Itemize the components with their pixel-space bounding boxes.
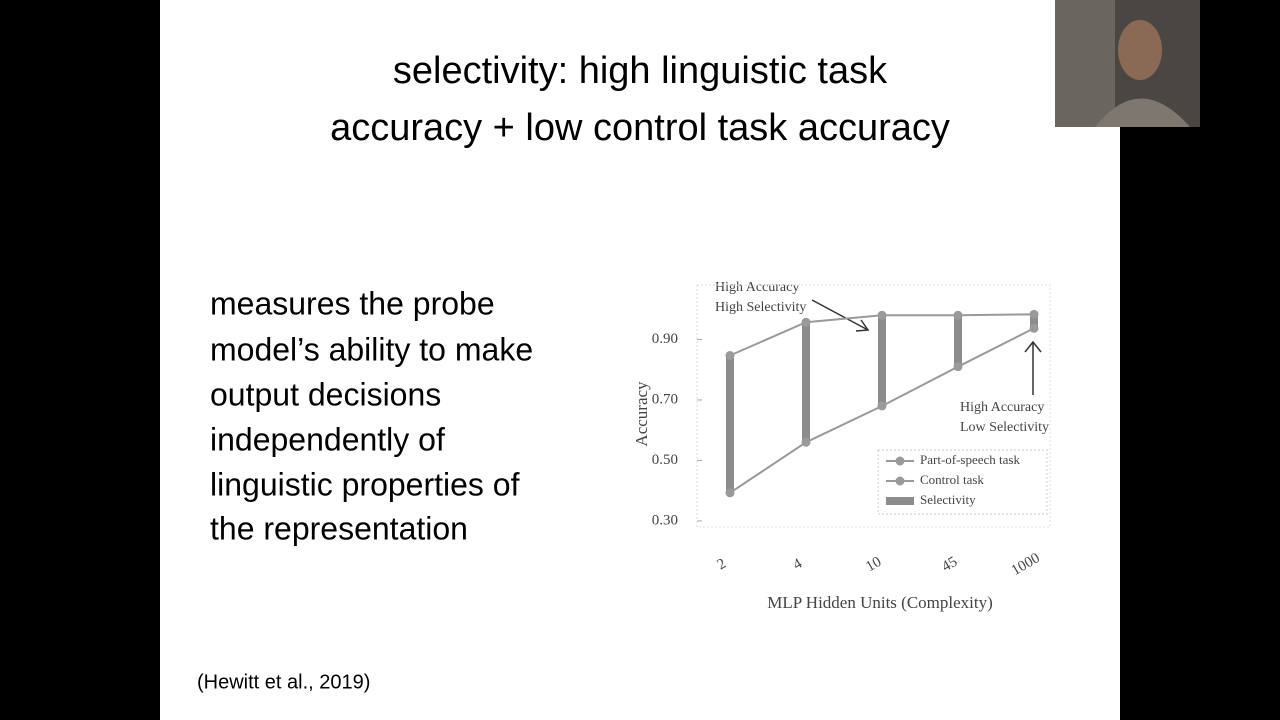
x-axis-label: MLP Hidden Units (Complexity) <box>767 593 993 612</box>
selectivity-bar <box>802 322 810 443</box>
legend-marker <box>895 476 905 486</box>
citation: (Hewitt et al., 2019) <box>197 671 370 693</box>
x-tick-label: 45 <box>939 554 960 575</box>
legend-label: Selectivity <box>920 492 976 507</box>
body-text: model’s ability to make <box>210 331 533 367</box>
annotation-arrows <box>811 299 1042 395</box>
body-text: measures the probe <box>210 285 495 321</box>
selectivity-bar <box>1030 314 1038 329</box>
body-text: independently of <box>210 421 445 457</box>
selectivity-bar <box>726 355 734 493</box>
slide-title: accuracy + low control task accuracy <box>330 107 950 149</box>
point <box>877 401 887 411</box>
annotation: High Selectivity <box>715 300 806 315</box>
y-tick-label: 0.90 <box>652 331 678 347</box>
y-tick-label: 0.50 <box>652 452 678 468</box>
legend-marker <box>895 456 905 466</box>
plot-frame <box>696 284 1051 528</box>
y-tick-label: 0.70 <box>652 391 678 407</box>
point <box>953 310 963 320</box>
legend-swatch <box>886 497 914 505</box>
body-text: output decisions <box>210 376 441 412</box>
y-axis-label: Accuracy <box>632 381 651 447</box>
body-text: linguistic properties of <box>210 466 520 502</box>
point <box>1029 309 1039 319</box>
x-tick-label: 10 <box>863 554 884 575</box>
point <box>725 350 735 360</box>
point <box>1029 323 1039 333</box>
y-tick-label: 0.30 <box>652 512 678 528</box>
point <box>801 437 811 447</box>
webcam <box>1055 0 1200 127</box>
legend-label: Part-of-speech task <box>920 452 1020 467</box>
annotation: Low Selectivity <box>960 420 1049 435</box>
selectivity-bar <box>954 315 962 367</box>
legend-label: Control task <box>920 472 984 487</box>
point <box>725 488 735 498</box>
point <box>953 362 963 372</box>
selectivity-bar <box>878 315 886 406</box>
annotation: High Accuracy <box>960 400 1044 415</box>
annotation: High Accuracy <box>715 280 799 295</box>
body-text: the representation <box>210 510 468 546</box>
slide-title: selectivity: high linguistic task <box>393 50 888 92</box>
point <box>877 310 887 320</box>
point <box>801 317 811 327</box>
